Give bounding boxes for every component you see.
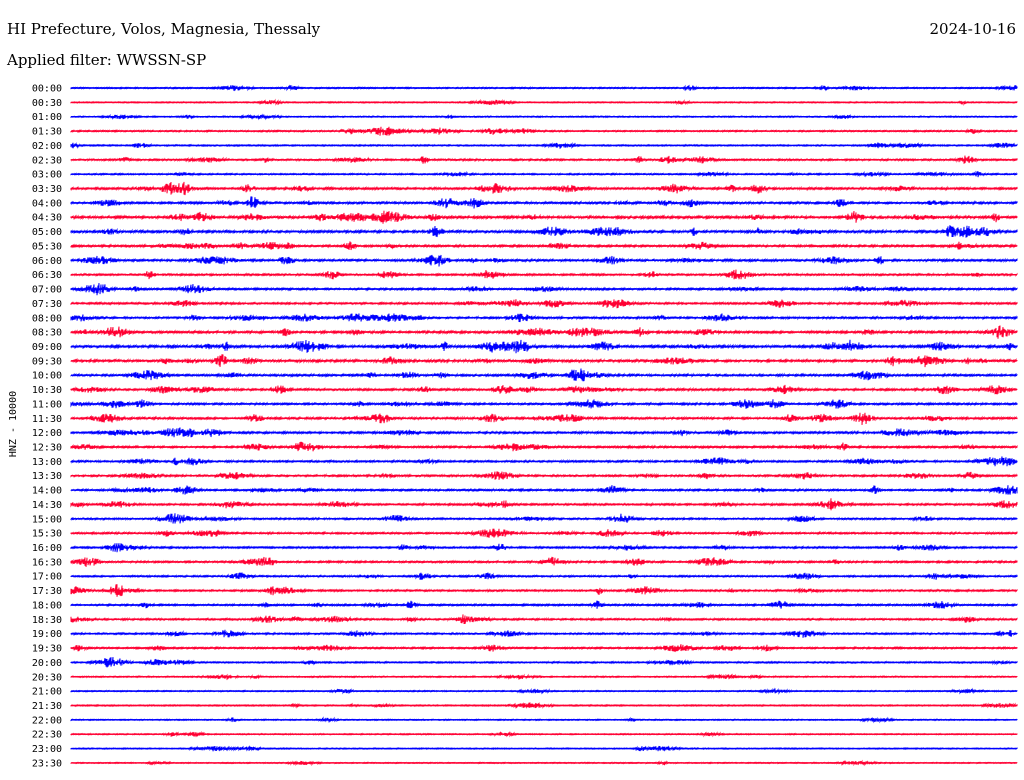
time-tick-label: 08:30 xyxy=(32,328,62,339)
record-date: 2024-10-16 xyxy=(929,20,1016,38)
time-tick-labels: 00:00 00:30 01:00 01:30 02:00 02:30 03:00 03:30… xyxy=(32,84,62,770)
time-tick-label: 02:00 xyxy=(32,141,62,152)
time-tick-label: 11:00 xyxy=(32,399,62,410)
time-tick-label: 16:00 xyxy=(32,543,62,554)
time-tick-label: 04:30 xyxy=(32,213,62,224)
time-tick-label: 19:30 xyxy=(32,644,62,655)
time-tick-label: 15:00 xyxy=(32,514,62,525)
time-tick-label: 11:30 xyxy=(32,414,62,425)
time-tick-label: 21:00 xyxy=(32,687,62,698)
time-tick-label: 04:00 xyxy=(32,198,62,209)
time-tick-label: 17:30 xyxy=(32,586,62,597)
time-tick-label: 21:30 xyxy=(32,701,62,712)
time-tick-label: 22:00 xyxy=(32,715,62,726)
time-tick-label: 18:30 xyxy=(32,615,62,626)
time-tick-label: 01:00 xyxy=(32,112,62,123)
time-tick-label: 20:00 xyxy=(32,658,62,669)
time-tick-label: 10:00 xyxy=(32,371,62,382)
time-tick-label: 07:30 xyxy=(32,299,62,310)
time-tick-label: 14:30 xyxy=(32,500,62,511)
y-axis-label: HNZ - 10000 xyxy=(8,391,19,457)
time-tick-label: 23:00 xyxy=(32,744,62,755)
time-tick-label: 06:30 xyxy=(32,270,62,281)
time-tick-label: 05:30 xyxy=(32,241,62,252)
time-tick-label: 09:00 xyxy=(32,342,62,353)
time-tick-label: 01:30 xyxy=(32,127,62,138)
time-tick-label: 13:30 xyxy=(32,471,62,482)
time-tick-label: 14:00 xyxy=(32,486,62,497)
time-tick-label: 12:00 xyxy=(32,428,62,439)
time-tick-label: 08:00 xyxy=(32,313,62,324)
time-tick-label: 03:30 xyxy=(32,184,62,195)
time-tick-label: 19:00 xyxy=(32,629,62,640)
time-tick-label: 05:00 xyxy=(32,227,62,238)
applied-filter-label: Applied filter: WWSSN-SP xyxy=(7,51,207,69)
time-tick-label: 22:30 xyxy=(32,730,62,741)
time-tick-label: 00:30 xyxy=(32,98,62,109)
time-tick-label: 00:00 xyxy=(32,84,62,95)
time-tick-label: 06:00 xyxy=(32,256,62,267)
time-tick-label: 17:00 xyxy=(32,572,62,583)
time-tick-label: 15:30 xyxy=(32,529,62,540)
time-tick-label: 18:00 xyxy=(32,600,62,611)
time-tick-label: 02:30 xyxy=(32,155,62,166)
station-title: HI Prefecture, Volos, Magnesia, Thessaly xyxy=(7,20,321,38)
time-tick-label: 07:00 xyxy=(32,285,62,296)
time-tick-label: 13:00 xyxy=(32,457,62,468)
time-tick-label: 10:30 xyxy=(32,385,62,396)
time-tick-label: 20:30 xyxy=(32,672,62,683)
time-tick-label: 12:30 xyxy=(32,443,62,454)
time-tick-label: 03:00 xyxy=(32,170,62,181)
seismic-traces xyxy=(70,84,1018,767)
time-tick-label: 16:30 xyxy=(32,557,62,568)
time-tick-label: 23:30 xyxy=(32,758,62,769)
time-tick-label: 09:30 xyxy=(32,356,62,367)
